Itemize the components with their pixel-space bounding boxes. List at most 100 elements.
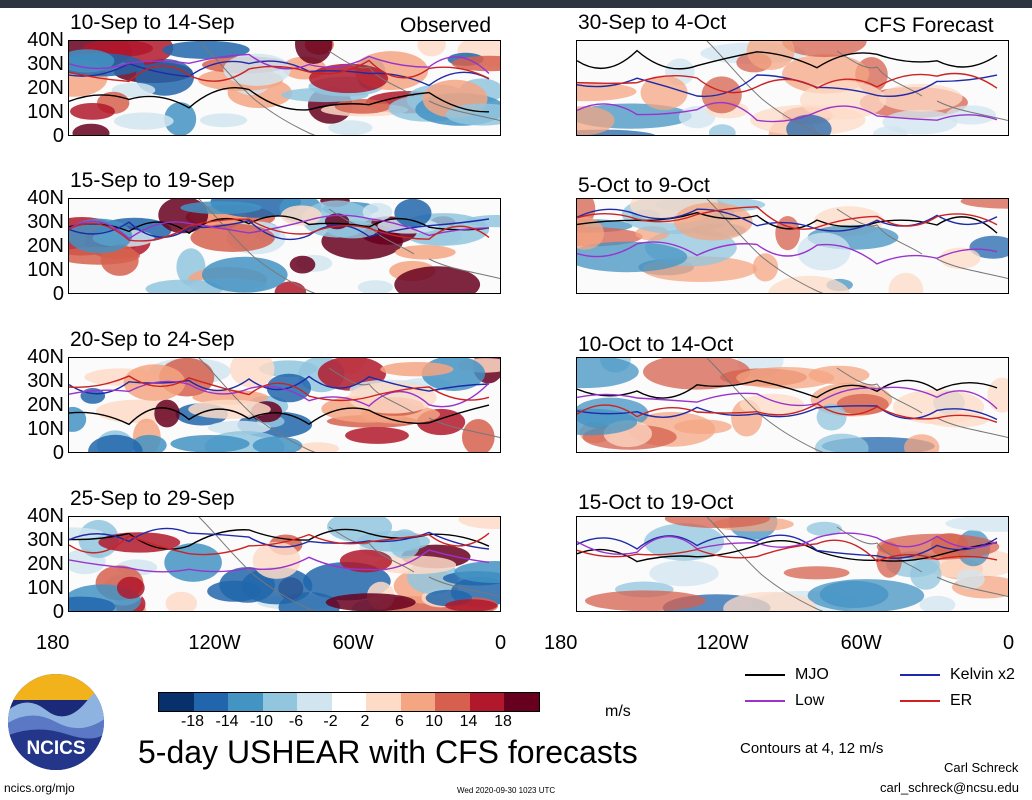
er-contour xyxy=(577,402,998,423)
x-tick-label: 0 xyxy=(1003,632,1015,654)
shear-anomaly-patch xyxy=(328,120,373,135)
shear-anomaly-patch xyxy=(394,199,432,228)
panel-forecast-1 xyxy=(576,40,1009,136)
kelvin-contour xyxy=(69,218,490,241)
colorbar-swatch xyxy=(366,693,401,711)
low-contour xyxy=(69,53,490,74)
panel-observed-1 xyxy=(68,40,501,136)
shear-anomaly-patch xyxy=(585,590,706,611)
y-tick-label: 30N xyxy=(27,529,64,551)
legend-kelvin: Kelvin x2 xyxy=(900,666,1015,684)
shear-anomaly-patch xyxy=(325,593,416,611)
y-tick-label: 40N xyxy=(27,505,64,527)
shear-map xyxy=(577,41,1008,135)
shear-anomaly-patch xyxy=(207,580,262,602)
low-contour xyxy=(577,102,998,123)
shear-anomaly-patch xyxy=(164,102,197,135)
mjo-contour xyxy=(577,49,998,70)
colorbar-tick-label: 2 xyxy=(360,713,370,730)
low-contour xyxy=(69,380,490,408)
panel-observed-4 xyxy=(68,516,501,612)
x-tick-label: 0 xyxy=(495,632,507,654)
shear-anomaly-patch xyxy=(296,442,339,452)
colorbar-swatch xyxy=(297,693,332,711)
shear-anomaly-patch xyxy=(200,113,248,128)
legend-label: Low xyxy=(795,692,825,709)
y-tick-label: 0 xyxy=(52,283,64,305)
x-tick-label: 120W xyxy=(188,632,241,654)
colorbar-tick-label: -18 xyxy=(180,713,205,730)
legend-label: ER xyxy=(950,692,973,709)
shear-anomaly-patch xyxy=(274,281,307,293)
panel-period-title: 15-Sep to 19-Sep xyxy=(68,169,237,192)
y-tick-label: 30N xyxy=(27,211,64,233)
shear-anomaly-patch xyxy=(783,566,850,580)
y-tick-label: 40N xyxy=(27,187,64,209)
shear-anomaly-patch xyxy=(70,103,115,120)
shear-anomaly-patch xyxy=(462,419,495,452)
coastline xyxy=(198,517,500,611)
kelvin-line-swatch xyxy=(900,674,940,676)
colorbar-tick-label: -2 xyxy=(323,713,338,730)
y-tick-label: 10N xyxy=(27,259,64,281)
panel-period-title: 30-Sep to 4-Oct xyxy=(576,11,729,34)
colorbar-tick-label: 6 xyxy=(395,713,404,730)
shear-anomaly-patch xyxy=(577,358,639,389)
colorbar-tick-label: 18 xyxy=(494,713,512,730)
shear-anomaly-patch xyxy=(919,595,956,611)
shear-map xyxy=(69,517,500,611)
shear-anomaly-patch xyxy=(116,576,145,599)
y-tick-label: 0 xyxy=(52,601,64,623)
shear-anomaly-patch xyxy=(380,362,454,377)
shear-anomaly-patch xyxy=(969,235,1008,259)
low-contour xyxy=(69,549,490,573)
shear-anomaly-patch xyxy=(69,596,116,611)
y-tick-label: 10N xyxy=(27,577,64,599)
panel-forecast-2 xyxy=(576,198,1009,294)
shear-anomaly-patch xyxy=(454,561,500,583)
shear-anomaly-patch xyxy=(309,63,389,94)
panel-observed-3 xyxy=(68,357,501,453)
shear-anomaly-patch xyxy=(708,124,736,135)
shear-anomaly-patch xyxy=(815,433,869,452)
shear-anomaly-patch xyxy=(819,580,889,608)
shear-anomaly-patch xyxy=(223,53,291,86)
shear-anomaly-patch xyxy=(395,245,456,260)
ncics-logo: NCICS xyxy=(8,674,104,770)
shear-map xyxy=(69,41,500,135)
shear-anomaly-patch xyxy=(162,41,250,59)
shear-anomaly-patch xyxy=(289,255,316,274)
shear-anomaly-patch xyxy=(782,41,867,58)
shear-anomaly-patch xyxy=(458,517,500,530)
er-contour xyxy=(577,539,998,563)
x-tick-label: 60W xyxy=(332,632,374,654)
shear-anomaly-patch xyxy=(207,420,271,435)
shear-anomaly-patch xyxy=(577,241,688,273)
colorbar-tick-label: -10 xyxy=(249,713,274,730)
shear-anomaly-patch xyxy=(945,517,1008,532)
shear-anomaly-patch xyxy=(879,83,963,112)
shear-anomaly-patch xyxy=(389,529,421,559)
mjo-contour xyxy=(577,379,998,399)
shear-anomaly-patch xyxy=(417,41,446,57)
website-link[interactable]: ncics.org/mjo xyxy=(4,781,75,795)
kelvin-contour xyxy=(577,208,998,232)
panel-period-title: 20-Sep to 24-Sep xyxy=(68,328,237,351)
shear-anomaly-patch xyxy=(956,568,985,590)
er-contour xyxy=(69,532,490,556)
shear-map xyxy=(69,199,500,293)
shear-anomaly-patch xyxy=(69,406,87,432)
y-tick-label: 0 xyxy=(52,442,64,464)
shear-anomaly-patch xyxy=(876,533,1000,560)
kelvin-contour xyxy=(577,534,998,559)
shear-anomaly-patch xyxy=(88,434,143,452)
y-tick-label: 20N xyxy=(27,235,64,257)
shear-anomaly-patch xyxy=(888,272,924,293)
panel-period-title: 5-Oct to 9-Oct xyxy=(576,174,712,197)
shear-anomaly-patch xyxy=(816,403,847,431)
author-email[interactable]: carl_schreck@ncsu.edu xyxy=(880,780,1019,795)
shear-anomaly-patch xyxy=(775,216,801,251)
legend-er: ER xyxy=(900,692,972,710)
observed-label: Observed xyxy=(398,14,494,37)
legend-label: MJO xyxy=(795,666,829,683)
